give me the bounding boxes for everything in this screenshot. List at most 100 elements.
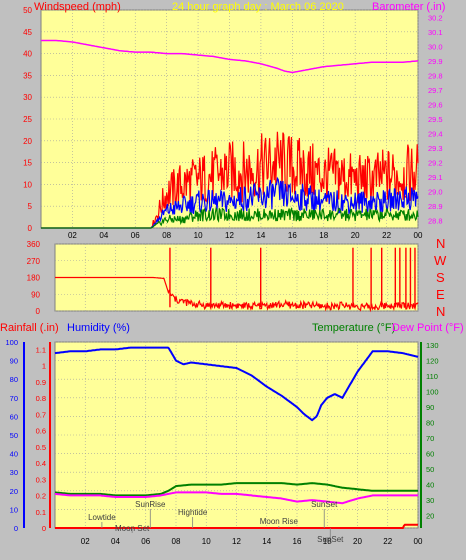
barometer-tick-label: 28.8 [428,217,443,226]
wind-speed-tick-label: 5 [28,202,33,211]
barometer-tick-label: 29.2 [428,159,443,168]
wind-speed-tick-label: 30 [23,93,32,102]
rainfall-tick-label: 0.9 [36,378,46,387]
compass-label-s: S [436,270,445,285]
wind-speed-tick-label: 25 [23,115,32,124]
rainfall-tick-label: 0.5 [36,443,46,452]
rainfall-tick-label: 0.6 [36,427,46,436]
event-label: Moon Rise [260,517,299,526]
wind-x-tick-label: 00 [414,231,423,240]
climate-x-tick-label: 20 [353,537,362,546]
compass-label-n-top: N [436,236,445,251]
temperature-tick-label: 60 [426,450,434,459]
wind-x-tick-label: 18 [319,231,328,240]
temperature-axis-title: Temperature (°F) [312,322,395,334]
barometer-tick-label: 29.1 [428,173,443,182]
wind-speed-tick-label: 50 [23,6,32,15]
rainfall-tick-label: 0.8 [36,394,46,403]
temperature-tick-label: 100 [426,388,439,397]
wind-x-tick-label: 16 [288,231,297,240]
rainfall-tick-label: 1 [42,362,46,371]
barometer-tick-label: 29.5 [428,115,443,124]
humidity-tick-label: 100 [5,338,18,347]
rainfall-tick-label: 0.3 [36,475,46,484]
wind-x-tick-label: 14 [256,231,265,240]
barometer-tick-label: 30.0 [428,42,443,51]
barometer-tick-label: 29.9 [428,57,443,66]
temperature-tick-label: 90 [426,403,434,412]
wind-speed-tick-label: 40 [23,50,32,59]
humidity-tick-label: 30 [10,468,18,477]
barometer-tick-label: 29.7 [428,86,443,95]
temperature-tick-label: 120 [426,357,439,366]
wind-x-tick-label: 22 [382,231,391,240]
humidity-tick-label: 60 [10,412,18,421]
temperature-tick-label: 40 [426,481,434,490]
wind-speed-tick-label: 20 [23,137,32,146]
wind-x-tick-label: 20 [351,231,360,240]
humidity-tick-label: 10 [10,505,18,514]
wind-x-tick-label: 12 [225,231,234,240]
barometer-tick-label: 29.4 [428,130,443,139]
climate-x-tick-label: 08 [172,537,181,546]
event-label: SunRise [135,500,166,509]
barometer-tick-label: 30.1 [428,28,443,37]
event-label: SunSet [311,500,338,509]
rainfall-tick-label: 0.2 [36,492,46,501]
wind-speed-tick-label: 0 [28,224,33,233]
climate-x-tick-label: 00 [414,537,423,546]
climate-x-tick-label: 04 [111,537,120,546]
compass-label-e: E [436,287,445,302]
wind-speed-axis-title: Windspeed (mph) [34,1,121,13]
rainfall-tick-label: 0 [42,524,46,533]
direction-tick-label: 90 [31,290,40,299]
rainfall-tick-label: 0.7 [36,410,46,419]
barometer-axis-title: Barometer (.in) [372,1,445,13]
dew-point-axis-title: Dew Point (°F) [392,322,464,334]
compass-labels: N W S E N [434,236,447,319]
direction-tick-label: 180 [27,274,41,283]
humidity-tick-label: 40 [10,450,18,459]
climate-x-tick-label: 18 [323,537,332,546]
barometer-tick-label: 30.2 [428,13,443,22]
barometer-tick-label: 29.8 [428,71,443,80]
wind-direction-line [55,276,419,313]
rainfall-axis-title: Rainfall (.in) [0,322,59,334]
climate-x-tick-label: 06 [141,537,150,546]
humidity-tick-label: 90 [10,357,18,366]
event-label: Moon Set [115,524,150,533]
event-label: Lowtide [88,513,116,522]
climate-x-tick-label: 22 [383,537,392,546]
wind-speed-tick-label: 45 [23,28,32,37]
compass-label-w: W [434,253,447,268]
climate-x-tick-label: 10 [202,537,211,546]
wind-x-tick-label: 06 [131,231,140,240]
temperature-line [54,482,418,497]
climate-x-tick-label: 12 [232,537,241,546]
barometer-tick-label: 29.6 [428,100,443,109]
direction-tick-label: 0 [36,307,41,316]
humidity-tick-label: 80 [10,375,18,384]
humidity-line [54,346,419,422]
rainfall-tick-label: 0.1 [36,508,46,517]
wind-x-tick-label: 08 [162,231,171,240]
wind-x-tick-label: 10 [194,231,203,240]
direction-tick-label: 360 [27,240,41,249]
graph-title: 24 hour graph day : March 06 2020 [172,1,344,13]
temperature-tick-label: 70 [426,434,434,443]
climate-x-tick-label: 02 [81,537,90,546]
event-label: SunSet [317,535,344,544]
wind-speed-tick-label: 35 [23,71,32,80]
humidity-tick-label: 70 [10,394,18,403]
wind-speed-tick-label: 10 [23,180,32,189]
temperature-tick-label: 20 [426,512,434,521]
humidity-tick-label: 0 [14,524,18,533]
wind-speed-tick-label: 15 [23,159,32,168]
wind-low-line [41,206,419,229]
temperature-tick-label: 80 [426,419,434,428]
temperature-tick-label: 130 [426,341,439,350]
barometer-tick-label: 28.9 [428,202,443,211]
climate-x-tick-label: 14 [262,537,271,546]
